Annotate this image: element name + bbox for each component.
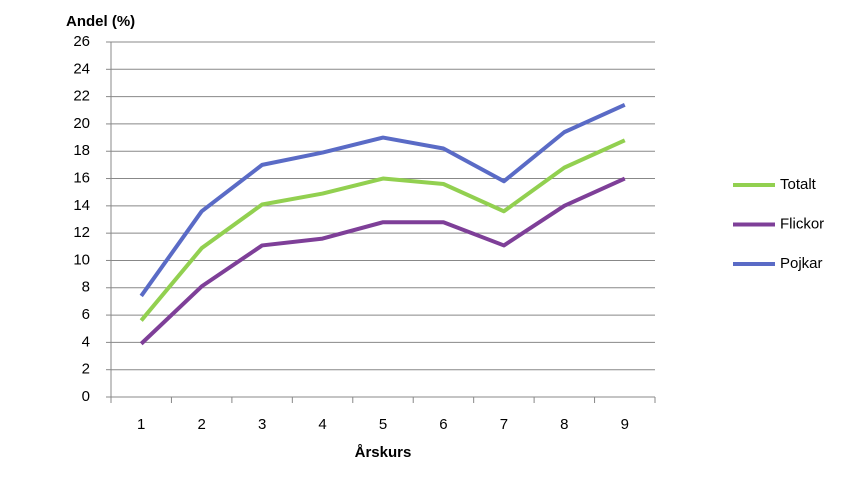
y-tick-label: 12 (73, 224, 90, 241)
x-tick-label: 4 (318, 416, 326, 433)
x-axis-label: Årskurs (355, 444, 412, 461)
y-tick-label: 10 (73, 251, 90, 268)
x-tick-label: 7 (500, 416, 508, 433)
y-tick-label: 6 (82, 306, 90, 323)
y-tick-label: 8 (82, 279, 90, 296)
y-tick-label: 16 (73, 170, 90, 187)
x-tick-label: 2 (197, 416, 205, 433)
y-tick-label: 18 (73, 142, 90, 159)
x-tick-label: 8 (560, 416, 568, 433)
y-tick-label: 2 (82, 361, 90, 378)
x-tick-label: 6 (439, 416, 447, 433)
x-tick-label: 1 (137, 416, 145, 433)
x-tick-label: 9 (621, 416, 629, 433)
y-axis-label: Andel (%) (66, 13, 135, 30)
y-tick-label: 0 (82, 388, 90, 405)
series-line (139, 102, 626, 298)
legend-label: Flickor (780, 215, 824, 232)
x-tick-label: 3 (258, 416, 266, 433)
y-tick-label: 22 (73, 88, 90, 105)
legend-label: Totalt (780, 176, 817, 193)
y-tick-label: 26 (73, 33, 90, 50)
y-tick-label: 4 (82, 333, 90, 350)
y-tick-label: 20 (73, 115, 90, 132)
x-tick-label: 5 (379, 416, 387, 433)
series-line (139, 176, 626, 346)
series-line (139, 138, 626, 322)
y-tick-label: 24 (73, 60, 90, 77)
y-tick-label: 14 (73, 197, 90, 214)
legend-label: Pojkar (780, 255, 823, 272)
